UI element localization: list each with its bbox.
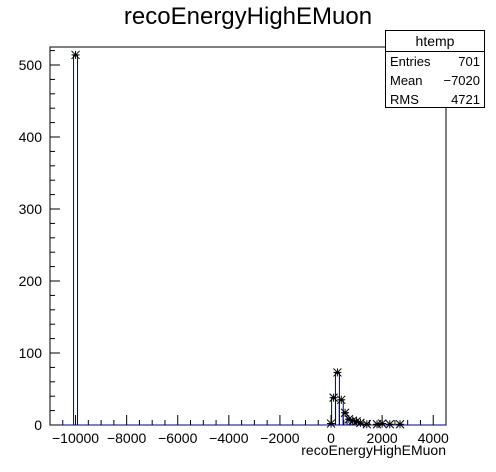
marker-stroke xyxy=(395,419,405,429)
data-point-marker xyxy=(340,408,350,418)
stats-value: 701 xyxy=(458,54,480,69)
histogram-markers xyxy=(71,50,405,429)
marker-stroke xyxy=(71,50,80,60)
y-tick-label: 500 xyxy=(19,57,43,73)
y-tick-label: 0 xyxy=(34,417,42,433)
stats-label: RMS xyxy=(390,92,419,107)
marker-stroke xyxy=(336,395,346,405)
marker-stroke xyxy=(385,419,395,429)
stats-name: htemp xyxy=(386,31,484,52)
x-tick-label: −4000 xyxy=(209,430,249,446)
x-tick-label: −10000 xyxy=(52,430,99,446)
marker-stroke xyxy=(333,368,342,377)
x-tick-label: −8000 xyxy=(107,430,147,446)
stats-label: Mean xyxy=(390,73,423,88)
y-axis: 0 100 200 300 400 500 xyxy=(19,50,60,433)
marker-stroke xyxy=(348,416,358,426)
stats-value: 4721 xyxy=(451,92,480,107)
x-axis: −10000 −8000 −6000 −4000 −2000 0 2000 4000 xyxy=(49,415,449,446)
y-tick-label: 300 xyxy=(19,201,43,217)
data-point-marker xyxy=(329,393,338,402)
marker-stroke xyxy=(344,414,354,424)
stats-row-rms: RMS 4721 xyxy=(386,90,484,109)
x-axis-label: recoEnergyHighEMuon xyxy=(301,442,446,458)
x-tick-label: 2000 xyxy=(367,430,398,446)
histogram-bar xyxy=(73,54,79,426)
marker-stroke xyxy=(329,393,338,402)
data-point-marker xyxy=(395,419,405,429)
marker-stroke xyxy=(340,408,350,418)
y-tick-label: 400 xyxy=(19,129,43,145)
data-point-marker xyxy=(333,368,342,377)
x-tick-label: 4000 xyxy=(418,430,449,446)
stats-value: −7020 xyxy=(443,73,480,88)
x-tick-label: −2000 xyxy=(260,430,300,446)
y-tick-label: 100 xyxy=(19,345,43,361)
stats-row-mean: Mean −7020 xyxy=(386,71,484,90)
x-tick-label: 0 xyxy=(327,430,335,446)
histogram-bars xyxy=(50,54,446,426)
stats-row-entries: Entries 701 xyxy=(386,52,484,71)
data-point-marker xyxy=(336,395,346,405)
y-tick-label: 200 xyxy=(19,273,43,289)
data-point-marker xyxy=(385,419,395,429)
stats-label: Entries xyxy=(390,54,431,69)
data-point-marker xyxy=(71,50,80,60)
chart-title: recoEnergyHighEMuon xyxy=(123,3,373,30)
x-tick-label: −6000 xyxy=(158,430,198,446)
stats-box: htemp Entries 701 Mean −7020 RMS 4721 xyxy=(385,30,485,108)
